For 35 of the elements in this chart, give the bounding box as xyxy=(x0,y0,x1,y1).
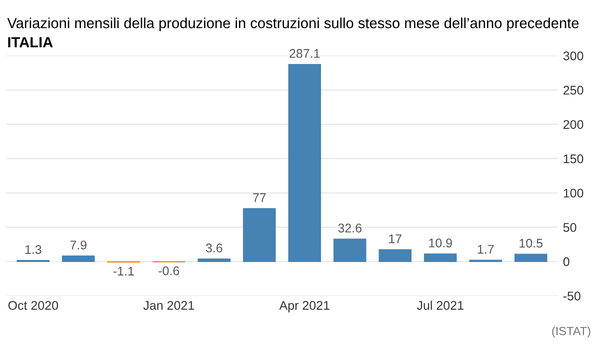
data-label: 1.7 xyxy=(478,244,494,254)
data-label: 7.9 xyxy=(70,240,86,250)
bar xyxy=(62,256,95,262)
bar xyxy=(198,258,231,262)
bar xyxy=(424,253,457,262)
y-tick-label: 250 xyxy=(563,86,584,95)
x-tick-label: Jul 2021 xyxy=(416,300,464,310)
data-label: 287.1 xyxy=(290,49,320,58)
data-label: 3.6 xyxy=(206,244,222,252)
bar xyxy=(288,64,322,262)
bar xyxy=(242,208,276,262)
bar xyxy=(333,238,366,262)
x-tick-label: Apr 2021 xyxy=(279,300,330,312)
data-label: 10.5 xyxy=(520,238,542,248)
y-tick-label: 0 xyxy=(563,257,570,266)
data-label: 10.9 xyxy=(429,238,452,248)
chart-subtitle: ITALIA xyxy=(8,37,53,48)
x-tick-label: Jan 2021 xyxy=(143,300,194,310)
data-label: 17 xyxy=(389,234,402,244)
bar xyxy=(378,249,412,262)
data-label: 32.6 xyxy=(338,224,362,232)
data-label: -0.6 xyxy=(158,266,180,276)
y-tick-label: 200 xyxy=(563,120,584,129)
y-tick-label: 50 xyxy=(563,222,576,232)
x-tick-label: Oct 2020 xyxy=(8,300,58,310)
data-label: 77 xyxy=(253,193,266,202)
text: (ISTAT) xyxy=(552,326,590,338)
data-label: 1.3 xyxy=(25,245,42,254)
y-tick-label: 100 xyxy=(564,188,584,198)
y-tick-label: -50 xyxy=(563,292,580,300)
chart-title: Variazioni mensili della produzione in costruzioni sullo stesso mese dell’anno precedente xyxy=(7,18,579,32)
bar xyxy=(514,254,548,262)
y-tick-label: 150 xyxy=(564,154,584,164)
data-label: -1.1 xyxy=(113,266,134,276)
y-tick-label: 300 xyxy=(563,51,584,60)
